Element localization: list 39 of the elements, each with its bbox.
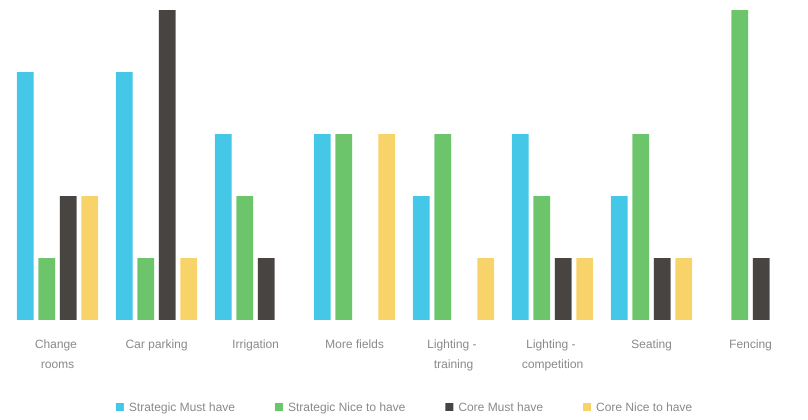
legend-label: Core Must have — [458, 400, 544, 414]
bar — [412, 196, 430, 320]
bar — [610, 196, 628, 320]
bar — [236, 196, 254, 320]
bar — [675, 258, 692, 320]
x-tick-label: Seating — [631, 337, 672, 351]
bar — [654, 258, 671, 320]
bar — [335, 134, 352, 320]
x-tick-label: Irrigation — [232, 337, 279, 351]
bar — [434, 134, 452, 320]
x-tick-label: Car parking — [125, 337, 188, 351]
bar — [632, 134, 650, 320]
bar — [554, 258, 572, 320]
bar — [477, 258, 494, 320]
bar — [576, 258, 594, 320]
bar — [137, 258, 154, 320]
x-tick-label: Change rooms — [34, 337, 80, 371]
x-tick-label: Lighting - competition — [522, 337, 584, 371]
bar — [378, 134, 396, 320]
x-tick-label: Fencing — [729, 337, 772, 351]
bar — [16, 72, 34, 320]
bar — [512, 134, 529, 320]
x-tick-label: Lighting - training — [427, 337, 480, 371]
bar — [38, 258, 56, 320]
bar — [752, 258, 770, 320]
legend-label: Core Nice to have — [596, 400, 692, 414]
bar — [533, 196, 550, 320]
x-tick-label: More fields — [325, 337, 384, 351]
legend-label: Strategic Must have — [128, 400, 236, 414]
bar — [314, 134, 331, 320]
bar — [180, 258, 198, 320]
bar — [158, 10, 176, 320]
bar — [214, 134, 232, 320]
bar — [60, 196, 77, 320]
bar — [81, 196, 98, 320]
legend-label: Strategic Nice to have — [288, 400, 406, 414]
bar — [731, 10, 748, 320]
bar — [258, 258, 275, 320]
bar — [116, 72, 133, 320]
